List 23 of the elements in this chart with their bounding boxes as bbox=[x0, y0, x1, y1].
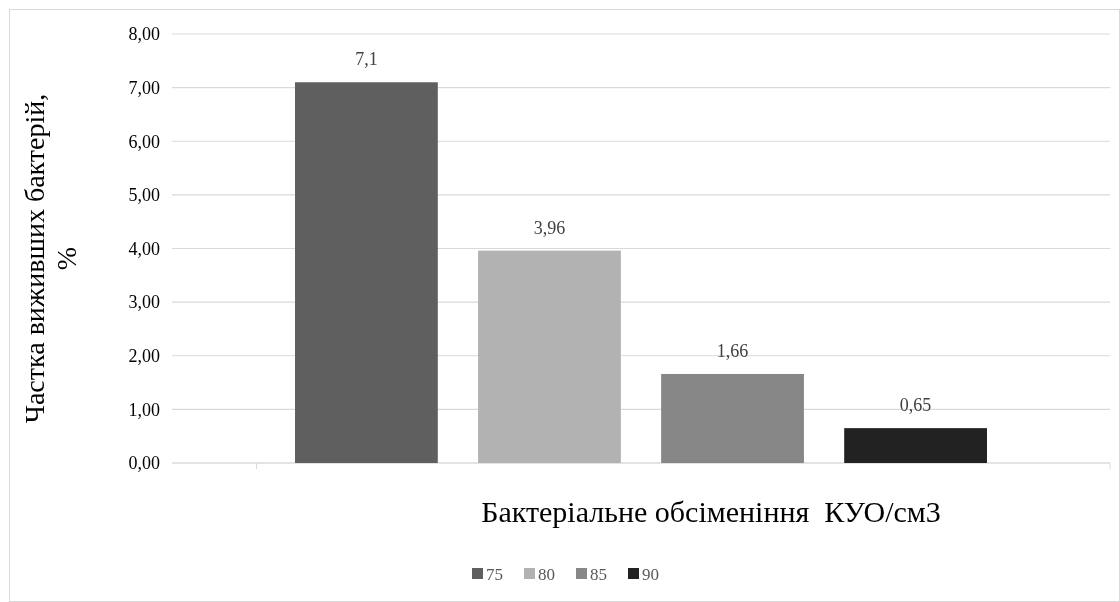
data-label: 1,66 bbox=[716, 340, 749, 361]
y-tick-label: 6,00 bbox=[128, 131, 160, 152]
data-label: 7,1 bbox=[355, 49, 378, 70]
y-tick-label: 7,00 bbox=[128, 77, 160, 98]
y-tick-label: 2,00 bbox=[128, 346, 160, 367]
bar bbox=[844, 428, 987, 463]
bar bbox=[478, 250, 621, 463]
legend-label: 80 bbox=[538, 564, 555, 584]
legend-label: 75 bbox=[486, 564, 503, 584]
y-tick-label: 5,00 bbox=[128, 185, 160, 206]
y-tick-label: 1,00 bbox=[128, 399, 160, 420]
y-tick-label: 3,00 bbox=[128, 292, 160, 313]
y-tick-label: 4,00 bbox=[128, 238, 160, 259]
y-axis-title: Частка виживших бактерій, % bbox=[19, 93, 82, 424]
bar bbox=[295, 82, 438, 463]
bar bbox=[661, 373, 804, 463]
legend-label: 90 bbox=[642, 564, 659, 584]
y-tick-label: 0,00 bbox=[128, 453, 160, 474]
x-axis-title: Бактеріальне обсіменіння КУО/см3 bbox=[481, 495, 941, 528]
legend-label: 85 bbox=[590, 564, 607, 584]
y-tick-label: 8,00 bbox=[128, 24, 160, 45]
data-label: 3,96 bbox=[533, 217, 566, 238]
data-label: 0,65 bbox=[899, 395, 932, 416]
